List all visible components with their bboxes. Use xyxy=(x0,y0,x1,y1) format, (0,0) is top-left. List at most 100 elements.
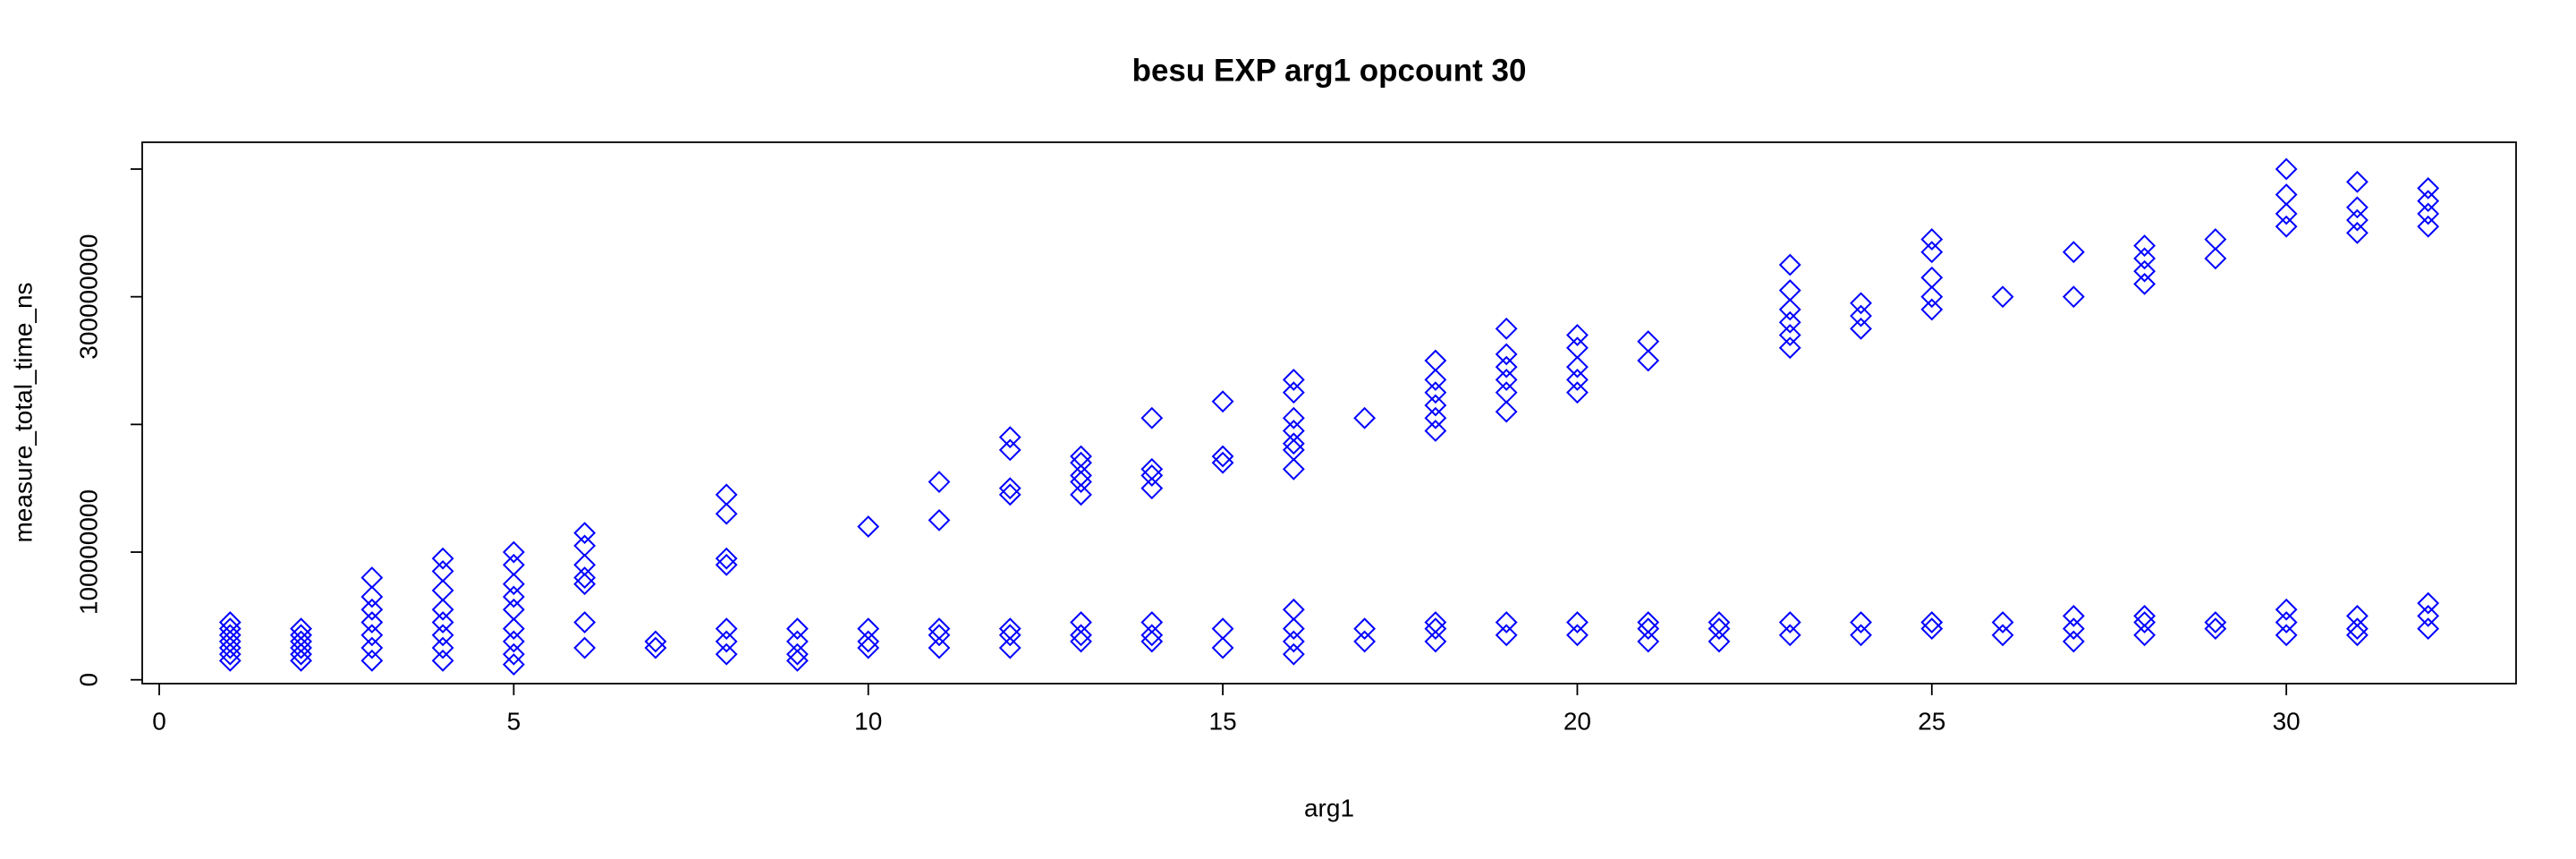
point xyxy=(1991,611,2014,634)
point xyxy=(1070,464,1092,487)
point xyxy=(1282,406,1305,430)
point xyxy=(1211,390,1234,413)
point xyxy=(360,624,384,647)
point xyxy=(1566,336,1589,360)
point xyxy=(1637,611,1660,634)
point xyxy=(1637,330,1660,353)
x-tick-label: 30 xyxy=(2273,707,2301,735)
point xyxy=(290,649,312,672)
y-tick-label: 100000000 xyxy=(74,489,102,615)
point xyxy=(2133,611,2157,634)
point xyxy=(502,598,525,621)
point xyxy=(2417,215,2440,238)
point xyxy=(1495,317,1518,340)
point xyxy=(1282,438,1305,462)
point xyxy=(2275,202,2298,225)
point xyxy=(1566,624,1589,647)
point xyxy=(502,642,525,666)
point xyxy=(2346,624,2368,647)
point xyxy=(2133,604,2157,627)
point xyxy=(431,598,454,621)
point xyxy=(2133,624,2157,647)
point xyxy=(431,579,454,602)
point xyxy=(715,483,738,506)
point xyxy=(1495,611,1518,634)
point xyxy=(1282,457,1305,481)
point xyxy=(360,649,384,672)
point xyxy=(290,636,312,659)
point xyxy=(644,636,667,659)
point xyxy=(2346,221,2368,244)
point xyxy=(502,585,525,608)
point xyxy=(290,630,312,653)
point xyxy=(1211,451,1234,474)
point xyxy=(1920,617,1944,641)
point xyxy=(1140,630,1164,653)
point xyxy=(290,624,312,647)
point xyxy=(1211,445,1234,468)
x-tick-label: 5 xyxy=(507,707,521,735)
point xyxy=(502,573,525,596)
point xyxy=(1778,624,1801,647)
point xyxy=(1850,317,1872,340)
x-axis-label: arg1 xyxy=(1304,794,1354,821)
point xyxy=(502,553,525,576)
x-tick-label: 20 xyxy=(1563,707,1591,735)
point xyxy=(502,540,525,564)
point xyxy=(2417,604,2440,627)
point xyxy=(360,598,384,621)
point xyxy=(573,573,597,596)
point xyxy=(1920,241,1944,264)
point xyxy=(2062,604,2085,627)
point xyxy=(998,483,1021,506)
point xyxy=(715,502,738,525)
point xyxy=(1495,381,1518,404)
point xyxy=(360,585,384,608)
point xyxy=(1920,285,1944,309)
point xyxy=(2133,247,2157,270)
point xyxy=(218,630,242,653)
point xyxy=(1140,624,1164,647)
point xyxy=(1920,228,1944,251)
point xyxy=(2346,170,2368,193)
point xyxy=(786,630,809,653)
point xyxy=(1140,464,1164,487)
point xyxy=(1070,611,1092,634)
point xyxy=(2275,183,2298,206)
point xyxy=(1424,381,1447,404)
point xyxy=(1140,406,1164,430)
point xyxy=(1424,349,1447,372)
point xyxy=(1140,477,1164,500)
point xyxy=(1353,630,1377,653)
point xyxy=(573,611,597,634)
point xyxy=(2133,272,2157,295)
x-tick-label: 15 xyxy=(1209,707,1237,735)
point xyxy=(1353,617,1377,641)
point xyxy=(1424,611,1447,634)
point xyxy=(1282,432,1305,455)
point xyxy=(1424,420,1447,442)
point xyxy=(1424,617,1447,641)
y-tick-label: 300000000 xyxy=(74,234,102,360)
point xyxy=(1424,406,1447,430)
point xyxy=(998,617,1021,641)
chart-title: besu EXP arg1 opcount 30 xyxy=(1132,53,1527,88)
point xyxy=(1850,611,1872,634)
point xyxy=(573,553,597,576)
point xyxy=(1850,292,1872,315)
point xyxy=(1495,343,1518,366)
point xyxy=(2417,591,2440,615)
point xyxy=(1282,630,1305,653)
point xyxy=(998,426,1021,449)
point xyxy=(218,611,242,634)
point xyxy=(1637,349,1660,372)
point xyxy=(2275,215,2298,238)
point xyxy=(1211,617,1234,641)
point xyxy=(1637,630,1660,653)
point xyxy=(290,642,312,666)
point xyxy=(218,624,242,647)
point xyxy=(998,624,1021,647)
point xyxy=(1353,406,1377,430)
